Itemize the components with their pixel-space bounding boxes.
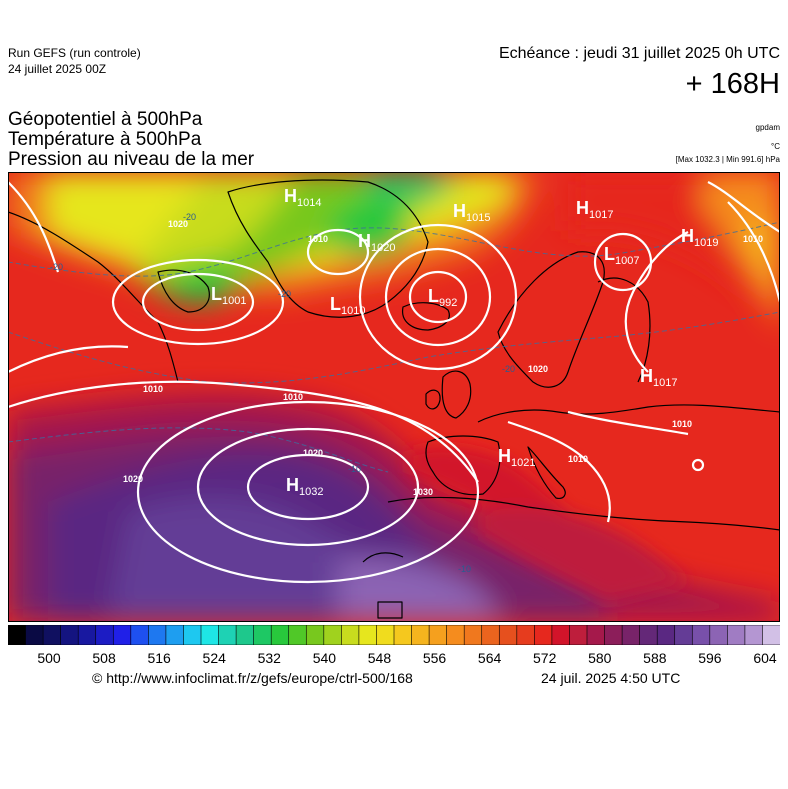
run-label: Run GEFS (run controle) [8, 46, 141, 60]
color-swatch [183, 625, 202, 645]
color-scale-tick: 540 [312, 650, 337, 666]
color-swatch [358, 625, 378, 645]
isobar-label: 1010 [672, 419, 692, 429]
pressure-range: [Max 1032.3 | Min 991.6] hPa [675, 155, 780, 164]
source-credit: © http://www.infoclimat.fr/z/gefs/europe… [92, 670, 413, 686]
lead-time: + 168H [685, 68, 780, 100]
color-scale-tick: 532 [257, 650, 281, 666]
color-swatch [762, 625, 780, 645]
isotherm-label: -20 [50, 262, 63, 272]
isotherm-label: -10 [458, 564, 471, 574]
coastlines [8, 179, 780, 619]
title-temperature: Température à 500hPa [8, 129, 202, 150]
title-geopotential: Géopotentiel à 500hPa [8, 109, 203, 130]
color-swatch [165, 625, 185, 645]
color-swatch [77, 625, 97, 645]
color-swatch [744, 625, 764, 645]
color-swatch [569, 625, 588, 645]
color-swatch [95, 625, 114, 645]
isobar-label: 1020 [528, 364, 548, 374]
color-swatch [446, 625, 465, 645]
color-swatch [463, 625, 483, 645]
color-swatch [393, 625, 413, 645]
color-swatch [25, 625, 44, 645]
color-swatch [200, 625, 220, 645]
color-swatch [218, 625, 237, 645]
color-scale-tick: 588 [643, 650, 667, 666]
isotherm-label: -10 [348, 464, 361, 474]
color-swatch [586, 625, 606, 645]
color-scale-tick: 580 [588, 650, 612, 666]
color-swatch [305, 625, 325, 645]
isobar-label: 1010 [283, 392, 303, 402]
color-scale-tick: 556 [422, 650, 447, 666]
isotherm-label: -20 [502, 364, 515, 374]
isotherm-label: -20 [278, 289, 291, 299]
color-swatch [709, 625, 728, 645]
run-date: 24 juillet 2025 00Z [8, 62, 107, 76]
color-swatch [691, 625, 711, 645]
color-scale-tick: 604 [753, 650, 777, 666]
color-swatch [727, 625, 746, 645]
color-swatch [112, 625, 132, 645]
color-scale-tick: 508 [92, 650, 116, 666]
isotherms [8, 221, 780, 473]
isobar-label: 1030 [413, 487, 433, 497]
color-swatch [42, 625, 62, 645]
color-swatch [604, 625, 623, 645]
geopotential-field [8, 172, 780, 622]
issue-time: 24 juil. 2025 4:50 UTC [541, 670, 681, 686]
isobar-label: 1020 [123, 474, 143, 484]
color-swatch [411, 625, 430, 645]
color-swatch [235, 625, 255, 645]
unit-temperature: °C [771, 142, 780, 151]
color-swatch [498, 625, 518, 645]
color-scale-tick: 564 [477, 650, 502, 666]
isobar-label: 1010 [743, 234, 763, 244]
color-scale-tick: 500 [37, 650, 61, 666]
color-swatch [8, 625, 27, 645]
color-swatch [130, 625, 149, 645]
color-swatch [60, 625, 79, 645]
isobar-label: 1010 [143, 384, 163, 394]
color-scale-tick: 548 [367, 650, 392, 666]
color-swatch [253, 625, 272, 645]
valid-time: Echéance : jeudi 31 juillet 2025 0h UTC [498, 45, 780, 62]
title-pressure: Pression au niveau de la mer [8, 149, 255, 170]
color-swatch [674, 625, 693, 645]
color-scale [8, 625, 780, 645]
isobar-label: 1020 [168, 219, 188, 229]
color-scale-tick: 516 [147, 650, 171, 666]
color-swatch [288, 625, 307, 645]
isobars [8, 181, 780, 584]
color-swatch [639, 625, 658, 645]
color-swatch [148, 625, 167, 645]
color-swatch [656, 625, 676, 645]
color-swatch [428, 625, 448, 645]
color-scale-tick: 524 [202, 650, 226, 666]
color-scale-tick: 596 [698, 650, 722, 666]
color-swatch [534, 625, 553, 645]
isobar-label: 1010 [568, 454, 588, 464]
color-swatch [516, 625, 535, 645]
color-swatch [270, 625, 290, 645]
color-scale-tick: 572 [533, 650, 557, 666]
color-swatch [621, 625, 641, 645]
color-swatch [341, 625, 360, 645]
color-swatch [323, 625, 342, 645]
color-swatch [551, 625, 571, 645]
isobar-label: 1020 [303, 448, 323, 458]
color-swatch [481, 625, 500, 645]
unit-geopotential: gpdam [755, 123, 780, 132]
isobar-label: 1010 [308, 234, 328, 244]
color-swatch [376, 625, 395, 645]
isotherm-label: -20 [183, 212, 196, 222]
